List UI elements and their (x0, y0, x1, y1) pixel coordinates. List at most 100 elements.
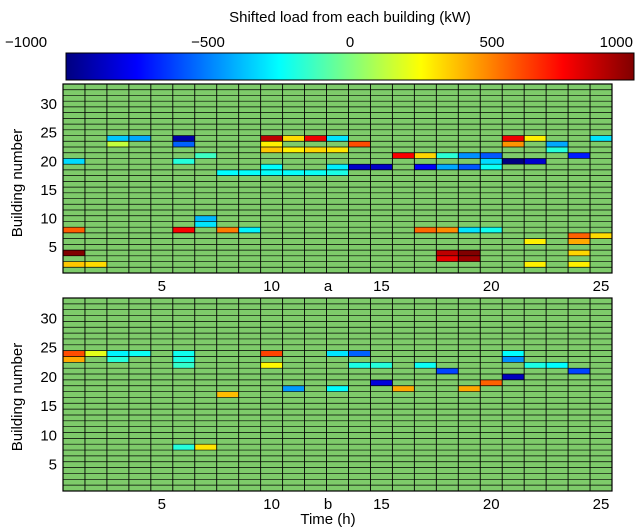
panel-a-cell (260, 141, 283, 147)
panel-a-cell (568, 232, 591, 239)
panel-b-cell (63, 350, 85, 357)
y-tick-label: 20 (40, 369, 57, 386)
panel-b-frame (62, 297, 613, 492)
panel-b-cell (502, 356, 525, 363)
colorbar-title: Shifted load from each building (kW) (229, 9, 471, 26)
y-tick-label: 25 (40, 340, 57, 357)
panel-a-cell (326, 135, 349, 142)
panel-b-grid (63, 298, 612, 491)
panel-a-cell (326, 169, 349, 176)
panel-b-xlabel: Time (h) (300, 511, 355, 528)
panel-a-cell (260, 147, 283, 153)
panel-a-background (63, 84, 612, 273)
panel-b-cell (172, 356, 195, 363)
panel-a-subplot-label: a (324, 278, 333, 295)
panel-a-cell (63, 227, 85, 233)
y-tick-label: 30 (40, 96, 57, 113)
panel-b-cells (63, 298, 612, 491)
panel-a-cell (238, 227, 261, 233)
panel-a-cell (414, 164, 437, 170)
panel-a-cell (480, 152, 503, 159)
colorbar-tick-label: 0 (346, 34, 354, 51)
panel-b-cell (84, 350, 107, 357)
panel-a-cell (568, 261, 591, 268)
panel-a-cell (172, 141, 195, 147)
panel-a-cell (172, 227, 195, 233)
panel-b-cell (106, 356, 129, 363)
panel-a-cell (480, 164, 503, 170)
panel-a-cell (436, 250, 459, 256)
panel-a-cells (63, 84, 612, 273)
panel-a-grid (63, 84, 612, 273)
panel-a-cell (63, 250, 85, 256)
panel-b-y-tick-labels: 5 10 15 20 25 30 (40, 310, 57, 473)
x-tick-label: 20 (483, 278, 500, 295)
y-tick-label: 20 (40, 153, 57, 170)
y-tick-label: 5 (49, 457, 57, 474)
panel-a-cell (436, 152, 459, 159)
panel-b-cell (502, 374, 525, 380)
colorbar-tick-label: −500 (191, 34, 225, 51)
panel-a-cell (260, 135, 283, 142)
panel-b-cell (480, 379, 503, 386)
panel-b-cell (260, 362, 283, 369)
panel-a-cell (304, 147, 327, 153)
panel-a-cell (238, 169, 261, 176)
panel-a-cell (282, 135, 305, 142)
x-tick-label: 10 (263, 496, 280, 513)
panel-b-cell (128, 350, 151, 357)
panel-b-cell (172, 362, 195, 369)
panel-b-cell (216, 391, 239, 398)
panel-b-subplot-label: b (324, 496, 332, 513)
colorbar-tick-label: −1000 (5, 34, 47, 51)
panel-b-x-tick-labels: 5 10 15 20 25 (158, 496, 610, 513)
panel-b-cell (392, 385, 415, 392)
panel-a-cell (590, 232, 612, 239)
panel-b-cell (568, 368, 591, 375)
panel-a-x-tick-labels: 5 10 15 20 25 (158, 278, 610, 295)
x-tick-label: 20 (483, 496, 500, 513)
x-tick-label: 5 (158, 278, 166, 295)
panel-a-cell (568, 152, 591, 159)
colorbar-tick-labels: −1000 −500 0 500 1000 (5, 34, 633, 51)
panel-a-cell (348, 141, 371, 147)
panel-b-cell (546, 362, 569, 369)
colorbar-tick-label: 1000 (600, 34, 633, 51)
panel-a-ylabel: Building number (9, 129, 26, 237)
panel-a-cell (194, 152, 217, 159)
panel-b-cell (282, 385, 305, 392)
panel-a-cell (216, 227, 239, 233)
panel-a-cell (282, 169, 305, 176)
panel-a-cell (546, 141, 569, 147)
panel-a: Building number 5 10 15 20 25 30 5 10 15 20 25 a (9, 83, 613, 295)
y-tick-label: 15 (40, 398, 57, 415)
panel-b-cell (172, 350, 195, 357)
panel-a-cell (260, 164, 283, 170)
panel-a-cell (480, 158, 503, 165)
panel-a-cell (458, 255, 481, 262)
panel-a-cell (502, 158, 525, 165)
x-tick-label: 15 (373, 278, 390, 295)
panel-a-cell (260, 169, 283, 176)
panel-a-cell (458, 164, 481, 170)
panel-a-cell (568, 238, 591, 245)
panel-a-cell (348, 164, 371, 170)
panel-b-cell (370, 362, 393, 369)
x-tick-label: 5 (158, 496, 166, 513)
panel-a-cell (172, 135, 195, 142)
y-tick-label: 10 (40, 427, 57, 444)
colorbar-scale (65, 52, 635, 81)
panel-a-frame (62, 83, 613, 274)
panel-a-cell (524, 135, 547, 142)
y-tick-label: 30 (40, 310, 57, 327)
panel-a-cell (106, 141, 129, 147)
y-tick-label: 5 (49, 239, 57, 256)
panel-a-cell (63, 261, 85, 268)
panel-a-cell (524, 261, 547, 268)
y-tick-label: 25 (40, 125, 57, 142)
panel-a-cell (128, 135, 151, 142)
x-tick-label: 10 (263, 278, 280, 295)
panel-a-cell (502, 141, 525, 147)
panel-a-cell (502, 135, 525, 142)
